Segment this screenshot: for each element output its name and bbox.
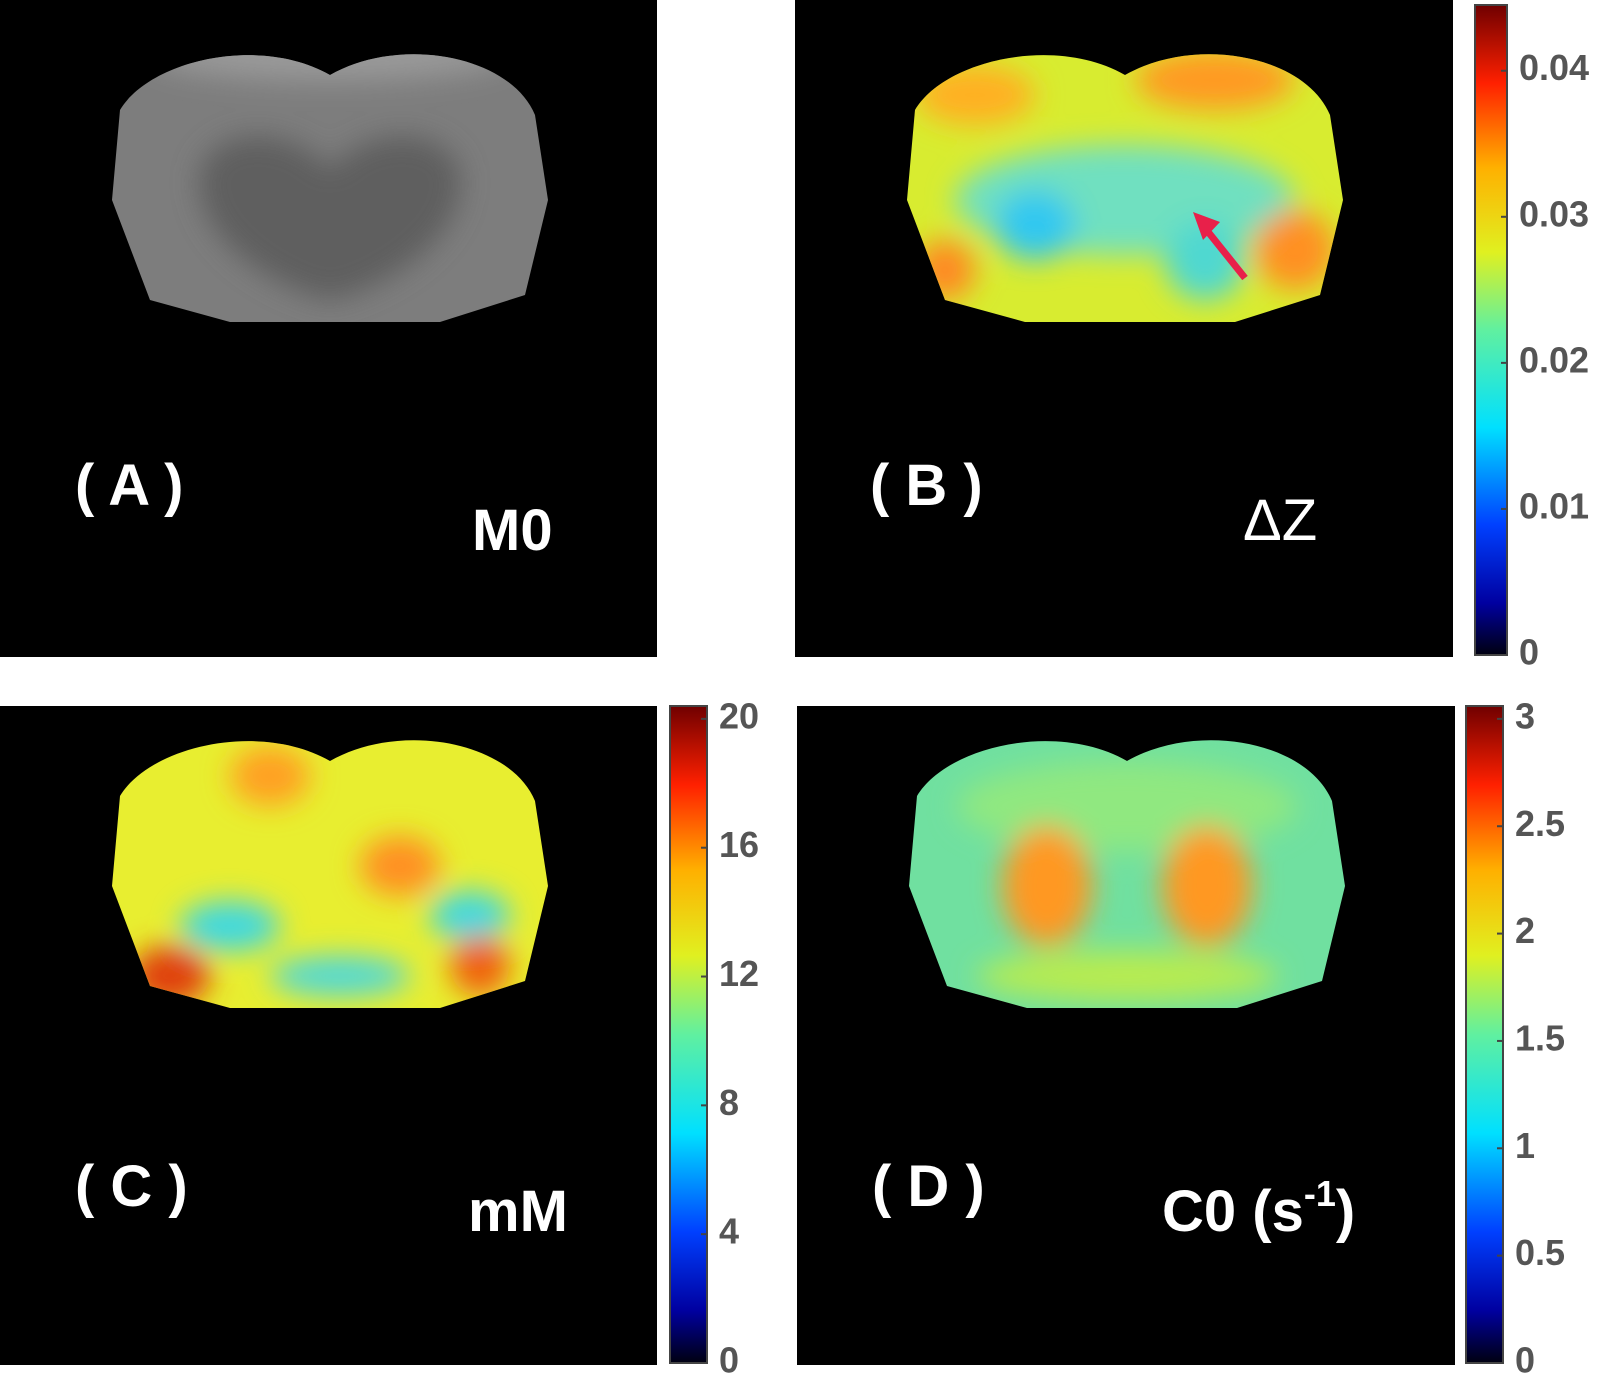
panel-a: ( A ) M0 [0, 0, 657, 657]
colorbar-tick-label: 2 [1515, 910, 1535, 951]
colorbar-tick-label: 1.5 [1515, 1017, 1565, 1058]
colorbar [669, 705, 708, 1364]
colorbar-tick-label: 0 [1519, 632, 1539, 673]
panel-quantity: mM [468, 1179, 568, 1244]
colorbar-tick-label: 0 [1515, 1340, 1535, 1376]
colorbar-tick-label: 20 [719, 695, 759, 736]
panel-d: ( D ) C0 (s-1) [797, 706, 1455, 1365]
colorbar-tick-label: 4 [719, 1211, 739, 1252]
colorbar-tick-label: 0.03 [1519, 193, 1589, 234]
panel-quantity: ΔZ [1243, 488, 1317, 553]
colorbar-tick-label: 16 [719, 824, 759, 865]
colorbar-tick-label: 2.5 [1515, 803, 1565, 844]
panel-c: ( C ) mM [0, 706, 657, 1365]
colorbar-tick-label: 0.04 [1519, 47, 1589, 88]
colorbar-tick-label: 3 [1515, 695, 1535, 736]
panel-quantity: C0 (s-1) [1162, 1173, 1355, 1244]
panel-b: ( B ) ΔZ [795, 0, 1453, 657]
panel-label: ( C ) [75, 1154, 188, 1219]
colorbar-tick-label: 0.01 [1519, 485, 1589, 526]
panel-label: ( B ) [870, 453, 983, 518]
panel-label: ( D ) [872, 1154, 985, 1219]
panel-quantity: M0 [472, 498, 553, 563]
colorbar-tick-label: 0.5 [1515, 1232, 1565, 1273]
panel-label: ( A ) [75, 453, 183, 518]
colorbar-tick-label: 1 [1515, 1125, 1535, 1166]
colorbar-tick-label: 12 [719, 953, 759, 994]
colorbar-tick-label: 0.02 [1519, 339, 1589, 380]
colorbar-tick-label: 8 [719, 1082, 739, 1123]
colorbar [1474, 4, 1508, 656]
colorbar [1465, 705, 1504, 1364]
colorbar-tick-label: 0 [719, 1340, 739, 1376]
